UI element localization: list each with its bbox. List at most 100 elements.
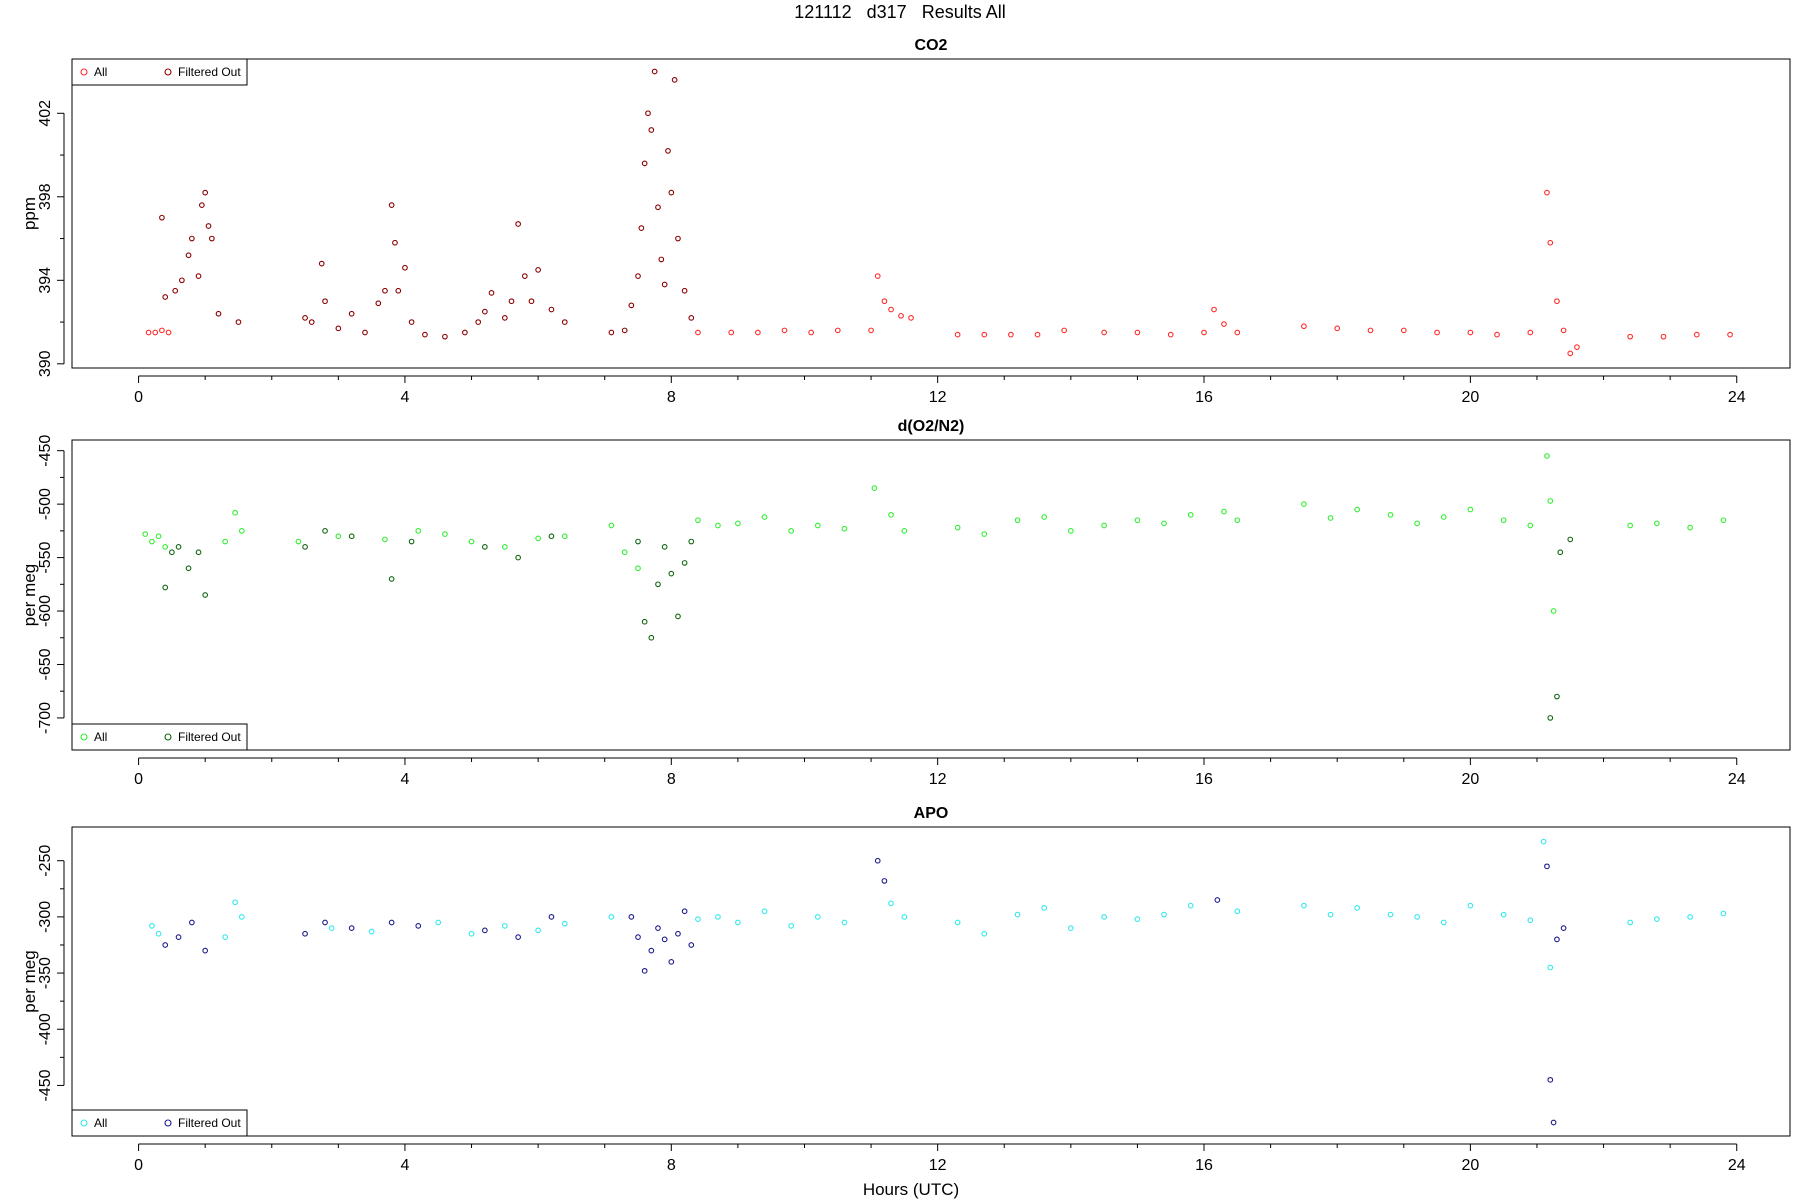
data-point: [841, 525, 848, 532]
data-point: [1167, 331, 1174, 338]
data-point: [508, 298, 515, 305]
y-axis-label: per meg: [20, 950, 39, 1012]
data-point: [688, 942, 695, 948]
data-point: [548, 533, 555, 540]
data-point: [661, 544, 668, 550]
data-point: [1234, 908, 1241, 915]
data-point: [501, 923, 508, 929]
data-point: [388, 919, 395, 926]
data-point: [1660, 333, 1667, 340]
data-point: [202, 592, 209, 598]
data-point: [695, 517, 701, 524]
data-point: [235, 319, 242, 325]
data-point: [1554, 693, 1560, 700]
data-point: [1574, 344, 1580, 350]
data-point: [648, 947, 655, 954]
chart-title: APO: [914, 805, 949, 822]
data-point: [868, 327, 874, 334]
data-point: [668, 958, 675, 965]
data-point: [635, 565, 641, 572]
data-point: [408, 319, 415, 325]
legend-label: Filtered Out: [178, 65, 241, 79]
data-point: [1414, 914, 1420, 920]
y-axis-label: ppm: [20, 197, 39, 230]
data-point: [515, 554, 521, 561]
data-point: [238, 528, 245, 534]
data-point: [222, 538, 229, 545]
chart-panel-1: CO2 0 4 8 12 16 20 24 390 394 398 402 ppm All Filtered…: [20, 37, 1791, 406]
data-point: [142, 531, 149, 537]
x-tick-label: 24: [1728, 1157, 1746, 1174]
x-tick-label: 8: [667, 389, 676, 406]
data-point: [1161, 520, 1167, 527]
y-tick-label: -450: [37, 435, 54, 467]
data-point: [715, 522, 721, 529]
data-point: [1327, 515, 1334, 521]
y-tick-label: -300: [37, 901, 54, 933]
data-point: [668, 189, 675, 196]
data-point: [222, 934, 229, 940]
data-point: [462, 329, 468, 336]
data-point: [1234, 329, 1241, 336]
data-point: [655, 204, 661, 211]
data-point: [348, 310, 355, 317]
data-point: [395, 287, 402, 294]
data-point: [1234, 517, 1241, 524]
x-tick-label: 0: [134, 771, 143, 788]
data-point: [1034, 331, 1041, 338]
y-tick-label: -650: [37, 648, 54, 680]
data-point: [874, 273, 881, 279]
y-tick-label: -550: [37, 541, 54, 573]
data-point: [302, 315, 308, 321]
y-tick-label: -400: [37, 1013, 54, 1045]
x-tick-label: 12: [929, 771, 947, 788]
data-point: [521, 273, 528, 279]
data-point: [1547, 715, 1554, 721]
legend-box: [71, 723, 248, 751]
y-tick-label: 394: [37, 267, 54, 294]
data-point: [185, 252, 192, 259]
y-tick-label: 398: [37, 183, 54, 210]
data-point: [302, 544, 308, 550]
data-point: [628, 914, 635, 920]
data-point: [415, 923, 422, 929]
data-point: [392, 239, 398, 246]
data-point: [1014, 517, 1021, 524]
data-point: [981, 930, 988, 937]
data-point: [954, 524, 961, 531]
data-point: [755, 329, 761, 336]
data-point: [162, 544, 169, 550]
data-point: [1134, 916, 1141, 922]
x-tick-label: 0: [134, 389, 143, 406]
data-point: [482, 927, 488, 934]
y-tick-label: -450: [37, 1069, 54, 1101]
data-point: [482, 544, 488, 550]
data-point: [475, 319, 482, 325]
data-point: [635, 273, 641, 279]
data-point: [841, 919, 848, 926]
legend-marker: [164, 733, 172, 741]
data-point: [175, 934, 182, 940]
data-point: [834, 327, 841, 334]
data-point: [1550, 1119, 1557, 1126]
data-point: [1547, 1076, 1554, 1083]
data-point: [202, 947, 209, 954]
data-point: [1354, 905, 1361, 911]
data-point: [648, 634, 655, 641]
data-point: [1201, 329, 1207, 336]
data-point: [1221, 508, 1227, 515]
data-point: [159, 327, 165, 334]
data-point: [1567, 536, 1574, 543]
data-point: [149, 538, 155, 545]
data-point: [715, 914, 721, 920]
data-point: [608, 914, 615, 920]
data-point: [198, 202, 205, 208]
data-point: [172, 287, 179, 294]
data-point: [308, 319, 315, 325]
data-point: [169, 549, 175, 556]
data-point: [1440, 919, 1447, 926]
chart-title: CO2: [915, 37, 948, 54]
data-point: [881, 878, 888, 884]
data-point: [1101, 522, 1107, 529]
x-tick-label: 12: [929, 1157, 947, 1174]
